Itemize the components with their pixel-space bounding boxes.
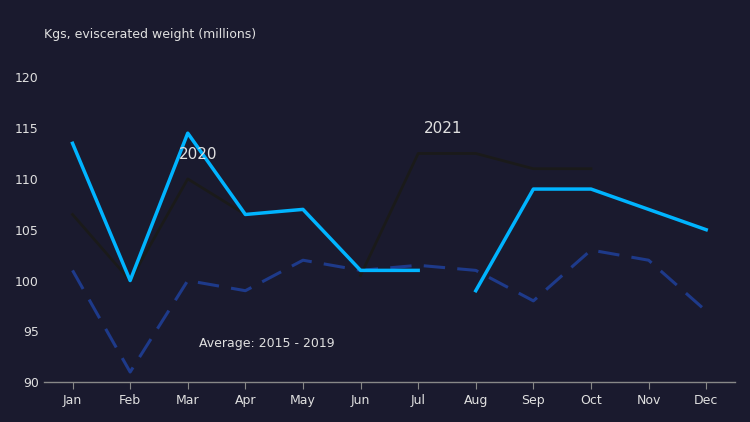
Text: Kgs, eviscerated weight (millions): Kgs, eviscerated weight (millions) — [44, 28, 256, 41]
Text: 2021: 2021 — [424, 121, 463, 136]
Text: Average: 2015 - 2019: Average: 2015 - 2019 — [200, 337, 335, 349]
Text: 2020: 2020 — [179, 146, 218, 162]
